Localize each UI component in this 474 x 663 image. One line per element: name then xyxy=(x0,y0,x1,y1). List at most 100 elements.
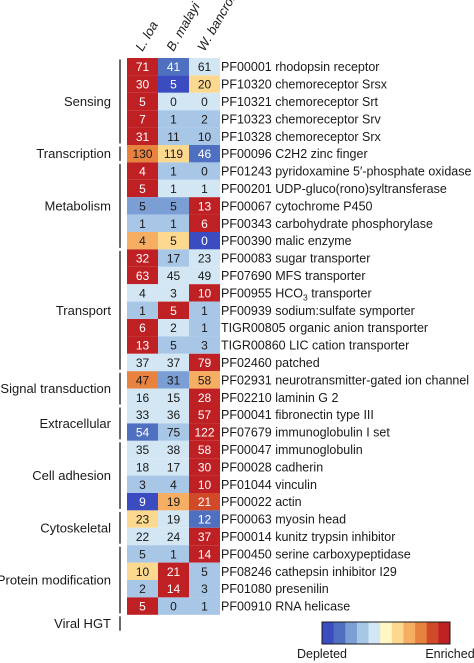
row-label: PF10323 chemoreceptor Srv xyxy=(221,112,382,126)
row-label: PF00939 sodium:sulfate symporter xyxy=(221,304,415,318)
heatmap-cell xyxy=(158,336,189,354)
row-label: PF10321 chemoreceptor Srt xyxy=(221,95,379,109)
heatmap-cell xyxy=(127,214,158,232)
legend-swatch xyxy=(438,622,451,644)
cell-value: 37 xyxy=(136,356,150,370)
cell-value: 45 xyxy=(167,269,181,283)
cell-value: 14 xyxy=(167,582,181,596)
cell-value: 0 xyxy=(201,95,208,109)
group-label: Transcription xyxy=(36,146,111,161)
heatmap-cell xyxy=(189,475,220,493)
cell-value: 4 xyxy=(139,234,146,248)
heatmap-cell xyxy=(189,388,220,406)
legend-swatch xyxy=(391,622,404,644)
cell-value: 1 xyxy=(170,182,177,196)
heatmap-cell xyxy=(127,75,158,93)
cell-value: 71 xyxy=(136,60,150,74)
category-groups: Sensing Transcription Metabolism Transport S… xyxy=(0,59,121,631)
row-label: PF00041 fibronectin type III xyxy=(221,408,374,422)
cell-value: 38 xyxy=(167,443,181,457)
heatmap-cell xyxy=(158,232,189,250)
row-label: TIGR00805 organic anion transporter xyxy=(221,321,428,335)
cell-value: 5 xyxy=(139,95,146,109)
heatmap-cell xyxy=(127,580,158,598)
heatmap-cell xyxy=(158,249,189,267)
heatmap-cell xyxy=(158,266,189,285)
cell-value: 31 xyxy=(136,130,150,144)
heatmap-cell xyxy=(189,527,220,546)
heatmap-cell xyxy=(127,232,158,250)
heatmap-cell xyxy=(189,371,220,389)
cell-value: 0 xyxy=(170,95,177,109)
heatmap-cell xyxy=(158,92,189,111)
cell-value: 19 xyxy=(167,495,181,509)
legend-low-label: Depleted xyxy=(297,647,347,661)
legend-swatch xyxy=(403,622,416,644)
heatmap-cell xyxy=(127,353,158,372)
cell-value: 0 xyxy=(201,165,208,179)
heatmap-cell xyxy=(189,266,220,285)
row-label: PF00047 immunoglobulin xyxy=(221,443,363,457)
heatmap-cell xyxy=(189,284,220,302)
heatmap-cell xyxy=(127,388,158,406)
cell-value: 3 xyxy=(170,286,177,300)
cell-value: 9 xyxy=(139,495,146,509)
heatmap-cell xyxy=(189,493,220,511)
heatmap-cell xyxy=(127,423,158,441)
cell-value: 37 xyxy=(198,530,212,544)
legend-swatch xyxy=(333,622,346,644)
row-label: PF00390 malic enzyme xyxy=(221,234,352,248)
cell-value: 58 xyxy=(198,373,212,387)
heatmap-cell xyxy=(158,127,189,145)
row-label: PF10320 chemoreceptor Srsx xyxy=(221,78,388,92)
cell-value: 14 xyxy=(198,547,212,561)
cell-value: 61 xyxy=(198,60,212,74)
heatmap-cell xyxy=(158,545,189,563)
heatmap-cell xyxy=(189,249,220,267)
heatmap-cell xyxy=(127,266,158,285)
heatmap-cell xyxy=(189,353,220,372)
heatmap-cell xyxy=(189,162,220,180)
cell-value: 5 xyxy=(170,339,177,353)
cell-value: 63 xyxy=(136,269,150,283)
heatmap-cell xyxy=(158,580,189,598)
heatmap-cell xyxy=(127,145,158,163)
cell-value: 5 xyxy=(139,547,146,561)
heatmap-cell xyxy=(158,319,189,337)
cell-value: 10 xyxy=(198,478,212,492)
cell-value: 1 xyxy=(201,321,208,335)
cell-value: 36 xyxy=(167,408,181,422)
heatmap-cell xyxy=(127,336,158,354)
cell-value: 16 xyxy=(136,391,150,405)
heatmap-cell xyxy=(189,458,220,476)
heatmap-cell xyxy=(127,179,158,198)
group-label: Sensing xyxy=(64,94,111,109)
heatmap-cell xyxy=(189,406,220,424)
heatmap-cell xyxy=(158,162,189,180)
legend-high-label: Enriched xyxy=(425,647,474,661)
cell-value: 0 xyxy=(170,600,177,614)
heatmap-cell xyxy=(127,493,158,511)
heatmap-cell xyxy=(158,423,189,441)
cell-value: 1 xyxy=(139,304,146,318)
cell-value: 35 xyxy=(136,443,150,457)
row-label: PF10328 chemoreceptor Srx xyxy=(221,130,382,144)
heatmap-cell xyxy=(158,475,189,493)
heatmap-cell xyxy=(189,301,220,319)
row-label: PF02460 patched xyxy=(221,356,320,370)
row-label: PF07679 immunoglobulin I set xyxy=(221,426,390,440)
heatmap-cell xyxy=(158,371,189,389)
heatmap-cell xyxy=(189,562,220,580)
cell-value: 1 xyxy=(170,547,177,561)
heatmap-cell xyxy=(189,58,220,76)
row-label: PF00201 UDP-gluco(rono)syltransferase xyxy=(221,182,447,196)
cell-value: 5 xyxy=(170,304,177,318)
legend-swatch xyxy=(426,622,439,644)
heatmap-cell xyxy=(189,232,220,250)
cell-value: 75 xyxy=(167,426,181,440)
cell-value: 1 xyxy=(170,217,177,231)
group-label: Extracellular xyxy=(39,416,111,431)
row-labels: PF00001 rhodopsin receptor PF10320 chemor… xyxy=(221,60,471,613)
cell-value: 57 xyxy=(198,408,212,422)
